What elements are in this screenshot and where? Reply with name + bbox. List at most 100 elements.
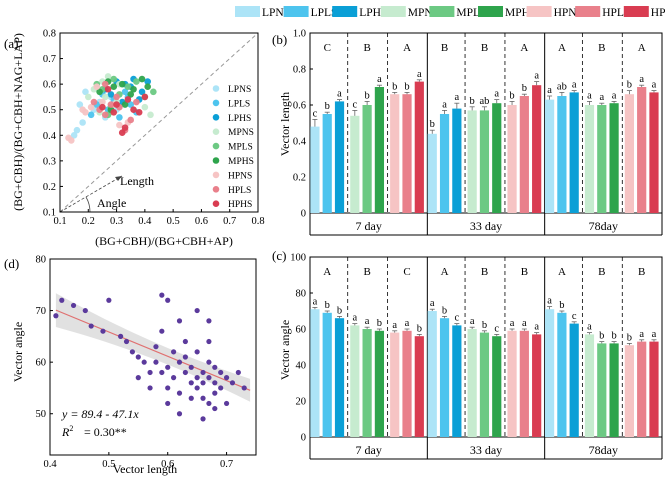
panel-d-point [171, 349, 177, 355]
panel-a-point-mphs [127, 91, 135, 98]
panel-a-xtick-label: 0.7 [223, 216, 236, 227]
panel-b-bar-letter: b [627, 80, 632, 91]
panel-b-group-letter: C [324, 42, 331, 54]
panel-b-ytick-label: 0.8 [293, 65, 306, 76]
panel-a-xtick-label: 0.6 [195, 216, 208, 227]
panel-d-ytick-label: 50 [36, 409, 47, 420]
panel-a-legend-marker-lpls [212, 99, 220, 107]
panel-a-point-hpls [90, 98, 98, 106]
panel-d-point [194, 349, 200, 355]
panel-d-point [182, 338, 188, 345]
panel-b-bar-letter: a [337, 89, 342, 100]
legend-swatch-hphs [623, 6, 649, 17]
panel-b-bar-letter: a [652, 80, 657, 91]
panel-a-legend-label-hpns: HPNS [228, 171, 252, 181]
panel-a-point-hphs [135, 108, 143, 116]
panel-c-group-letter: A [558, 266, 566, 278]
panel-d-point [212, 405, 218, 412]
panel-d-xtick-label: 0.4 [43, 459, 57, 470]
panel-b-bar-mpns [467, 110, 477, 213]
panel-b-bar-letter: a [455, 92, 460, 103]
panel-a-point-hphs [113, 101, 120, 108]
panel-a-legend-label-mphs: MPHS [228, 157, 254, 167]
legend-swatch-lpns [235, 6, 260, 17]
panel-b-bar-mpls [597, 105, 607, 213]
panel-c-bar-letter: b [325, 300, 330, 311]
panel-a-point-mphs [118, 80, 126, 88]
panel-d-point [153, 359, 159, 365]
panel-a-point-lpns [73, 126, 81, 134]
panel-b-bar-letter: b [325, 101, 330, 112]
panel-a-frame [59, 32, 259, 213]
panel-c-bar-letter: a [365, 316, 370, 327]
panel-a-point-hphs [121, 124, 129, 131]
panel-c-bar-hphs [532, 334, 542, 437]
panel-c-bar-letter: b [627, 332, 632, 343]
panel-d-point [135, 354, 141, 360]
panel-c-bar-letter: a [587, 322, 592, 333]
panel-c-bar-letter: b [611, 331, 616, 342]
panel-c-bar-mpns [350, 325, 360, 437]
panel-d-point [212, 380, 218, 386]
panel-b-bar-letter: b [470, 96, 475, 107]
legend-swatch-mphs [478, 6, 503, 17]
panel-a-point-lpls [116, 114, 123, 121]
panel-a-ytick-label: 0.5 [43, 105, 56, 116]
panel-a-legend-marker-mpls [212, 142, 220, 150]
panel-c-bar-hpns [507, 330, 517, 437]
panel-a-point-mphs [130, 85, 137, 93]
panel-a-ytick-label: 0.4 [43, 131, 57, 142]
panel-a-point-hpls [107, 101, 115, 108]
panel-a-point-lpls [87, 111, 95, 119]
panel-d-point [123, 338, 130, 345]
panel-d-label: (d) [4, 256, 19, 271]
panel-a-length-arrowhead [115, 176, 122, 181]
panel-c-bar-letter: c [455, 313, 460, 324]
panel-c-bar-letter: a [405, 318, 410, 329]
panel-d-point [194, 385, 200, 391]
panel-a-legend-marker-mpns [212, 128, 220, 135]
panel-d-r2-value: = 0.30** [84, 425, 127, 439]
panel-a-legend-label-lpns: LPNS [228, 85, 251, 95]
panel-c-ytick-label: 100 [290, 253, 306, 264]
panel-b-ytick-label: 0 [301, 209, 306, 220]
panel-a-point-lpns [79, 119, 86, 126]
panel-a-point-mpls [150, 88, 157, 96]
panel-a-point-hphs [110, 108, 118, 116]
panel-a-point-lpns [76, 101, 84, 108]
panel-b-bar-lphs [452, 108, 462, 213]
panel-d-point [206, 359, 212, 365]
panel-a-xlabel: (BG+CBH)/(BG+CBH+AP) [95, 234, 233, 248]
panel-c-bar-mpls [479, 332, 490, 437]
panel-b-ytick-label: 0.2 [293, 173, 306, 184]
panel-b-group-letter: B [598, 42, 605, 54]
legend-swatch-mpls [429, 6, 455, 17]
panel-b-bar-hpns [624, 94, 634, 213]
panel-b-bar-lpls [557, 96, 567, 213]
panel-a-legend-label-lphs: LPHS [228, 114, 251, 124]
panel-b-bar-letter: a [587, 90, 592, 101]
panel-c-ytick-label: 80 [296, 289, 307, 300]
panel-c-bar-lpls [557, 312, 567, 437]
legend-swatch-hpls [575, 6, 601, 17]
panel-c-bar-lphs [569, 323, 579, 437]
panel-a-point-hpns [87, 103, 95, 111]
panel-d-point [176, 390, 183, 396]
panel-a-point-hpls [113, 93, 120, 101]
panel-b-bar-mpns [350, 115, 360, 213]
panel-a-point-mpls [124, 83, 132, 90]
panel-b-bar-letter: a [547, 85, 552, 96]
panel-d-point [153, 344, 159, 350]
panel-d-ylabel: Vector angle [11, 322, 25, 382]
panel-b-bar-hphs [649, 92, 659, 213]
panel-a-legend-label-mpns: MPNS [228, 128, 254, 138]
panel-d-point [188, 364, 194, 370]
panel-b-bar-letter: c [352, 99, 357, 110]
panel-d-point [223, 375, 230, 381]
panel-d-xtick-label: 0.6 [161, 459, 174, 470]
panel-b-bar-letter: b [392, 81, 397, 92]
panel-a-xtick-label: 0.5 [167, 216, 180, 227]
panel-d-ytick-label: 60 [36, 358, 47, 369]
